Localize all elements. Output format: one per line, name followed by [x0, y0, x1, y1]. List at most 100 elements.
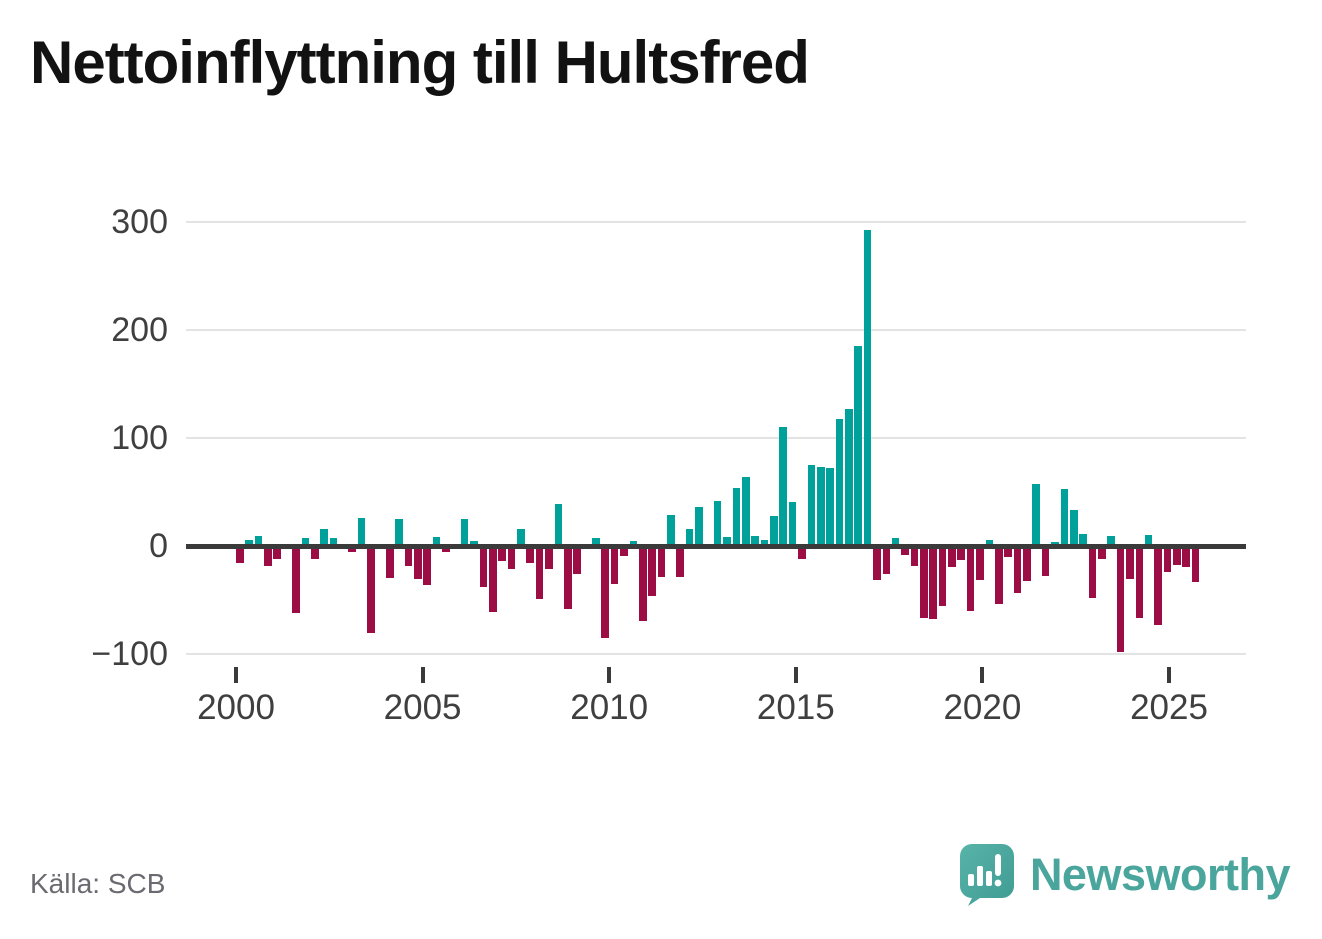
- bar-2016-Q1: [835, 418, 844, 546]
- newsworthy-wordmark: Newsworthy: [1029, 849, 1291, 900]
- bar-2023-Q4: [1126, 548, 1134, 579]
- bar-2023-Q3: [1116, 548, 1125, 653]
- bar-2006-Q1: [460, 519, 469, 546]
- bar-2009-Q3: [592, 538, 600, 546]
- bar-2018-Q1: [910, 548, 919, 566]
- bar-2004-Q3: [404, 548, 413, 566]
- bar-2015-Q3: [816, 467, 825, 546]
- bar-2010-Q3: [629, 540, 638, 546]
- bar-2018-Q4: [938, 548, 947, 606]
- bar-2008-Q2: [545, 548, 553, 570]
- gridline-200: [186, 329, 1246, 331]
- bar-2020-Q1: [985, 539, 994, 546]
- bar-2009-Q4: [601, 548, 610, 639]
- bar-2004-Q4: [414, 548, 422, 579]
- bar-2000-Q4: [264, 548, 272, 566]
- bar-2000-Q3: [254, 536, 263, 546]
- x-axis-tick-2020: [980, 667, 985, 683]
- y-axis-label: −100: [91, 635, 168, 673]
- bar-2022-Q2: [1069, 510, 1078, 546]
- bar-2011-Q4: [676, 548, 684, 577]
- bar-2018-Q2: [920, 548, 928, 618]
- bar-2016-Q4: [863, 229, 872, 546]
- bar-2017-Q1: [873, 548, 881, 580]
- bar-2008-Q4: [563, 548, 572, 609]
- bar-2003-Q2: [357, 517, 366, 546]
- bar-2020-Q4: [1013, 548, 1022, 593]
- x-axis-label: 2020: [943, 688, 1022, 727]
- bar-2002-Q3: [329, 538, 338, 546]
- bar-2012-Q2: [695, 507, 703, 546]
- bar-2019-Q1: [948, 548, 956, 567]
- x-axis-label: 2025: [1130, 688, 1208, 727]
- bar-2020-Q2: [994, 548, 1003, 604]
- bar-2024-Q2: [1144, 535, 1153, 546]
- bar-2018-Q3: [929, 548, 937, 619]
- bar-2004-Q1: [385, 548, 394, 578]
- bar-2011-Q2: [657, 548, 666, 577]
- bar-2021-Q1: [1023, 548, 1031, 581]
- x-axis-tick-2015: [793, 667, 798, 683]
- bar-2013-Q2: [732, 487, 741, 546]
- gridline-100: [186, 437, 1246, 439]
- bar-2024-Q1: [1135, 548, 1144, 618]
- bar-2016-Q3: [854, 346, 862, 546]
- bar-2007-Q4: [526, 548, 535, 563]
- x-axis-label: 2005: [383, 688, 462, 727]
- bar-2007-Q3: [517, 528, 525, 546]
- bar-2014-Q3: [779, 427, 788, 546]
- bar-2013-Q1: [723, 537, 731, 546]
- bar-2017-Q3: [891, 538, 900, 546]
- bar-2001-Q1: [273, 548, 282, 560]
- bar-2014-Q2: [770, 515, 778, 546]
- gridline-300: [186, 221, 1246, 223]
- x-axis-tick-2000: [234, 667, 238, 683]
- x-axis-label: 2000: [197, 688, 275, 727]
- bar-2003-Q1: [348, 548, 357, 552]
- bar-2021-Q2: [1032, 484, 1041, 546]
- bar-2024-Q4: [1163, 548, 1172, 573]
- bar-2015-Q2: [807, 465, 816, 546]
- y-axis-label: 200: [111, 311, 168, 349]
- bar-2012-Q1: [685, 528, 694, 546]
- bar-2007-Q1: [498, 548, 506, 562]
- bar-2019-Q4: [976, 548, 984, 580]
- zero-axis-line: [186, 543, 1246, 549]
- bar-2021-Q3: [1041, 548, 1050, 576]
- bar-2006-Q3: [479, 548, 488, 588]
- newsworthy-branding: Newsworthy: [956, 844, 1291, 906]
- x-axis-tick-2005: [420, 667, 425, 683]
- bar-2017-Q4: [901, 548, 909, 555]
- bar-2019-Q2: [957, 548, 966, 561]
- chart-title: Nettoinflyttning till Hultsfred: [30, 29, 810, 96]
- bar-2008-Q1: [535, 548, 544, 600]
- bar-2003-Q3: [367, 548, 375, 633]
- x-axis-label: 2015: [756, 688, 835, 727]
- bar-2005-Q3: [442, 548, 450, 552]
- bar-2010-Q1: [610, 548, 619, 585]
- bar-2025-Q3: [1191, 548, 1200, 582]
- bar-2017-Q2: [882, 548, 891, 575]
- bar-2001-Q3: [292, 548, 300, 614]
- bar-2013-Q3: [741, 476, 750, 546]
- bar-2022-Q4: [1088, 548, 1097, 599]
- bar-2000-Q1: [236, 548, 244, 563]
- bar-2016-Q2: [845, 408, 853, 546]
- bar-2001-Q4: [301, 538, 310, 546]
- bar-2011-Q3: [667, 514, 675, 546]
- source-note: Källa: SCB: [30, 868, 166, 899]
- bar-2023-Q2: [1107, 536, 1115, 546]
- bar-2009-Q1: [573, 548, 581, 575]
- bar-2015-Q1: [798, 548, 806, 560]
- bar-2014-Q1: [760, 539, 769, 546]
- bar-2013-Q4: [751, 536, 759, 546]
- x-axis-tick-2010: [607, 667, 612, 683]
- bar-2008-Q3: [554, 503, 563, 546]
- bar-2015-Q4: [826, 468, 834, 546]
- bar-2011-Q1: [648, 548, 656, 597]
- bar-2022-Q1: [1060, 488, 1069, 546]
- newsworthy-logo-icon: [959, 844, 1014, 906]
- bar-2010-Q4: [638, 548, 647, 621]
- y-axis-label: 300: [111, 203, 168, 241]
